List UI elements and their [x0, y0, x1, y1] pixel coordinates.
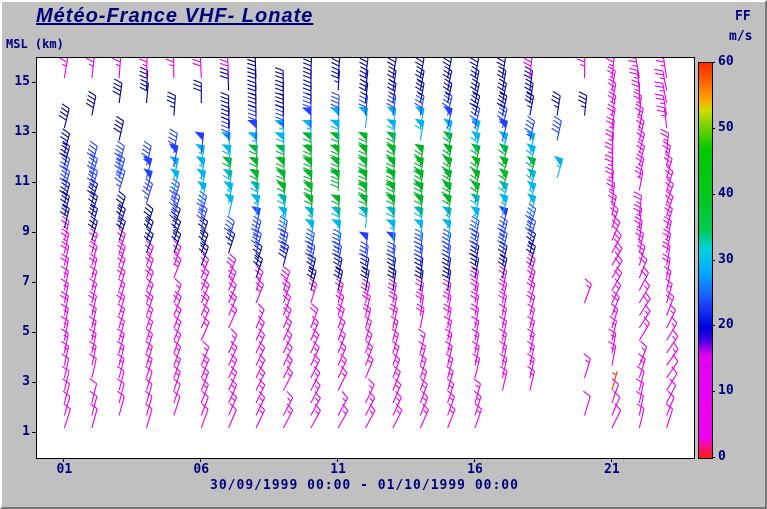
- chart-title: Météo-France VHF- Lonate: [36, 5, 314, 27]
- y-tick-mark: [32, 232, 36, 233]
- x-tick-label: 01: [56, 462, 73, 477]
- colorbar-title: FF: [735, 9, 751, 24]
- colorbar-tick-mark: [712, 259, 715, 261]
- y-tick-mark: [32, 382, 36, 383]
- y-tick-mark: [32, 82, 36, 83]
- plot-area: [36, 57, 695, 459]
- y-tick-label: 1: [22, 424, 30, 439]
- y-tick-label: 7: [22, 274, 30, 289]
- y-axis-label: MSL (km): [6, 37, 64, 51]
- x-tick-label: 21: [604, 462, 620, 477]
- y-tick-mark: [32, 332, 36, 333]
- colorbar: [698, 62, 713, 459]
- x-tick-mark: [200, 458, 202, 462]
- x-tick-mark: [337, 458, 339, 462]
- y-tick-label: 13: [14, 124, 30, 139]
- colorbar-tick-label: 30: [718, 251, 734, 267]
- x-tick-label: 11: [330, 462, 346, 477]
- y-tick-mark: [32, 432, 36, 433]
- colorbar-tick-label: 0: [718, 449, 726, 464]
- y-tick-mark: [32, 282, 36, 283]
- colorbar-tick-mark: [712, 62, 715, 63]
- colorbar-units-label: m/s: [729, 29, 753, 44]
- x-tick-label: 06: [193, 462, 210, 477]
- wind-barb-field: [58, 58, 679, 429]
- colorbar-tick-mark: [712, 325, 715, 327]
- x-tick-mark: [610, 458, 612, 462]
- x-tick-mark: [474, 458, 475, 462]
- colorbar-tick-label: 10: [718, 383, 734, 399]
- y-tick-label: 3: [22, 374, 30, 389]
- colorbar-tick-label: 50: [718, 119, 734, 135]
- y-tick-mark: [32, 132, 36, 133]
- y-tick-mark: [32, 182, 36, 183]
- colorbar-tick-label: 40: [718, 185, 734, 201]
- colorbar-tick-mark: [712, 391, 715, 393]
- x-tick-label: 16: [467, 462, 483, 477]
- y-tick-label: 15: [14, 74, 30, 89]
- colorbar-tick-label: 60: [718, 54, 734, 69]
- y-tick-label: 9: [22, 224, 30, 239]
- colorbar-tick-mark: [712, 193, 715, 195]
- y-tick-label: 11: [14, 174, 30, 189]
- y-tick-label: 5: [22, 324, 30, 339]
- colorbar-tick-mark: [712, 127, 715, 129]
- colorbar-tick-mark: [712, 457, 715, 458]
- x-tick-mark: [63, 458, 65, 462]
- x-axis-caption: 30/09/1999 00:00 - 01/10/1999 00:00: [210, 478, 519, 493]
- colorbar-tick-label: 20: [718, 317, 734, 333]
